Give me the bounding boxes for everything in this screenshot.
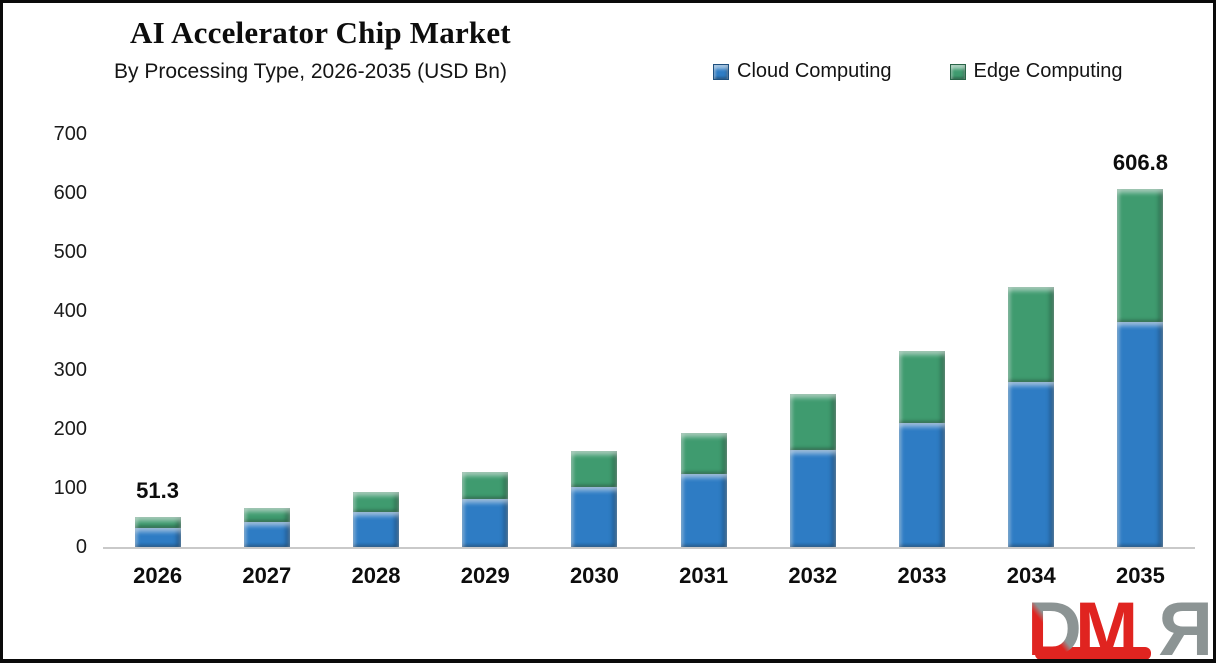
bar-column-2027 [212, 134, 321, 547]
bar-segment-cloud-computing-2031 [680, 474, 727, 547]
bar-segment-edge-computing-2027 [243, 508, 290, 523]
dmr-watermark-logo: D M R [1031, 597, 1213, 663]
legend-item-cloud: Cloud Computing [713, 60, 892, 83]
legend-label-cloud: Cloud Computing [737, 60, 892, 82]
bar-segment-edge-computing-2030 [571, 451, 618, 488]
x-tick-2027: 2027 [242, 563, 292, 588]
bar-column-2028 [321, 134, 430, 547]
bar-segment-edge-computing-2029 [462, 472, 509, 500]
logo-letter-m: M [1075, 597, 1138, 663]
y-tick-300: 300 [53, 359, 87, 381]
bar-segment-cloud-computing-2029 [462, 499, 509, 547]
legend-item-edge: Edge Computing [949, 60, 1123, 83]
x-tick-2030: 2030 [569, 563, 619, 588]
stacked-bar-2030 [571, 451, 618, 547]
bar-segment-edge-computing-2034 [1008, 286, 1055, 383]
bar-segment-cloud-computing-2034 [1008, 382, 1055, 547]
bar-segment-cloud-computing-2026 [134, 527, 181, 547]
x-tick-2026: 2026 [133, 563, 183, 588]
bar-segment-edge-computing-2031 [680, 432, 727, 475]
x-tick-2028: 2028 [351, 563, 401, 588]
x-tick-2032: 2032 [788, 563, 838, 588]
bar-column-2035: 606.8 [1086, 134, 1195, 547]
bar-segment-edge-computing-2033 [899, 350, 946, 423]
edge-computing-swatch-icon [949, 63, 966, 80]
logo-letter-r: R [1158, 597, 1213, 663]
bar-column-2033 [867, 134, 976, 547]
bar-column-2030 [540, 134, 649, 547]
stacked-bar-2031 [680, 432, 727, 547]
stacked-bar-2026: 51.3 [134, 478, 181, 547]
y-tick-500: 500 [53, 241, 87, 263]
stacked-bar-2027 [243, 508, 290, 547]
x-axis-line [103, 547, 1195, 549]
x-tick-2035: 2035 [1115, 563, 1165, 588]
data-label-2035: 606.8 [1112, 150, 1168, 175]
x-axis-labels: 2026 2027 2028 2029 2030 2031 2032 2033 2034 2035 [103, 563, 1195, 589]
stacked-bar-2029 [462, 472, 509, 547]
bar-segment-cloud-computing-2028 [353, 512, 399, 547]
plot-area: 51.3 606.8 [103, 134, 1195, 547]
bar-segment-cloud-computing-2027 [243, 522, 290, 547]
bar-segment-cloud-computing-2035 [1117, 322, 1164, 547]
stacked-bar-2032 [789, 393, 836, 547]
bar-segment-edge-computing-2026 [134, 516, 181, 528]
y-tick-0: 0 [75, 536, 87, 558]
bar-segment-edge-computing-2035 [1117, 189, 1164, 323]
data-label-2026: 51.3 [136, 477, 180, 503]
page-title: AI Accelerator Chip Market [130, 15, 511, 50]
bar-column-2031 [649, 134, 758, 547]
stacked-bar-2028 [353, 492, 399, 547]
legend-label-edge: Edge Computing [973, 60, 1123, 82]
logo-letter-d: D [1031, 597, 1082, 663]
legend: Cloud Computing Edge Computing [713, 60, 1123, 83]
bar-column-2034 [977, 134, 1086, 547]
y-tick-200: 200 [53, 418, 87, 440]
bar-column-2029 [431, 134, 540, 547]
stacked-bar-2033 [899, 350, 946, 547]
x-tick-2029: 2029 [460, 563, 510, 588]
stacked-bar-2035: 606.8 [1113, 150, 1168, 547]
bar-segment-cloud-computing-2033 [899, 422, 946, 547]
x-tick-2031: 2031 [679, 563, 729, 588]
y-tick-100: 100 [53, 477, 87, 499]
cloud-computing-swatch-icon [713, 63, 729, 80]
bar-segment-edge-computing-2028 [353, 492, 399, 513]
y-tick-700: 700 [53, 123, 87, 145]
x-tick-2034: 2034 [1006, 563, 1056, 588]
bar-column-2032 [758, 134, 867, 547]
x-tick-2033: 2033 [897, 563, 947, 588]
stacked-bar-2034 [1008, 286, 1055, 547]
bar-segment-cloud-computing-2032 [789, 450, 836, 547]
y-tick-600: 600 [53, 182, 87, 204]
chart-subtitle: By Processing Type, 2026-2035 (USD Bn) [114, 60, 507, 83]
bar-segment-edge-computing-2032 [789, 393, 836, 451]
bar-segment-cloud-computing-2030 [571, 487, 618, 547]
bar-column-2026: 51.3 [103, 134, 212, 547]
y-tick-400: 400 [53, 300, 87, 322]
logo-underline [1035, 647, 1151, 659]
